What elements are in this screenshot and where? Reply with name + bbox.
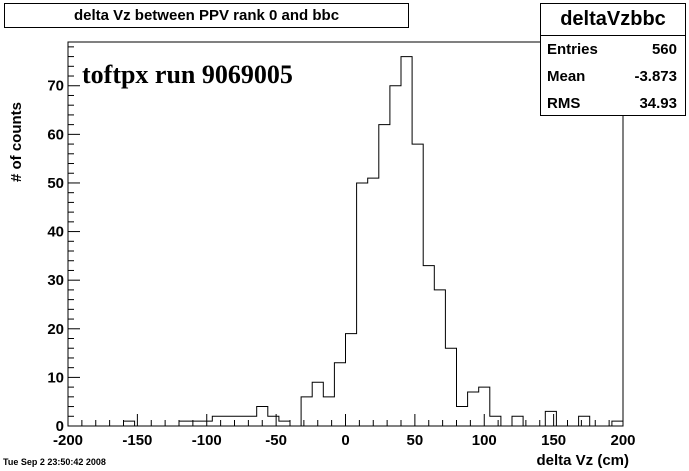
x-tick-label: -50 — [265, 432, 287, 449]
x-tick-label: 200 — [610, 432, 635, 449]
stat-row-rms: RMS 34.93 — [541, 90, 685, 117]
y-tick-label: 40 — [47, 224, 64, 241]
axis-tick-labels: -200 -150 -100 -50 0 50 100 150 200 0 10 20 30 40 50 60… — [47, 78, 635, 449]
y-tick-label: 70 — [47, 78, 64, 95]
y-tick-label: 60 — [47, 126, 64, 143]
run-annotation: toftpx run 9069005 — [82, 60, 293, 89]
x-tick-label: -150 — [122, 432, 152, 449]
y-tick-label: 50 — [47, 175, 64, 192]
x-tick-label: -100 — [192, 432, 222, 449]
x-axis-label: delta Vz (cm) — [536, 452, 629, 469]
timestamp-footer: Tue Sep 2 23:50:42 2008 — [3, 457, 106, 467]
stat-label: RMS — [547, 95, 581, 112]
stat-value: -3.873 — [634, 68, 677, 85]
chart-title: delta Vz between PPV rank 0 and bbc — [4, 3, 409, 28]
stats-histogram-name: deltaVzbbc — [541, 4, 685, 36]
x-tick-label: -200 — [53, 432, 83, 449]
x-tick-label: 100 — [472, 432, 497, 449]
stat-label: Entries — [547, 41, 598, 58]
y-tick-label: 10 — [47, 369, 64, 386]
x-tick-label: 150 — [541, 432, 566, 449]
y-tick-label: 0 — [56, 418, 64, 435]
x-tick-label: 50 — [407, 432, 424, 449]
x-tick-label: 0 — [341, 432, 349, 449]
stat-value: 34.93 — [639, 95, 677, 112]
y-tick-label: 30 — [47, 272, 64, 289]
y-tick-label: 20 — [47, 321, 64, 338]
stat-row-entries: Entries 560 — [541, 36, 685, 63]
histogram-line — [68, 56, 624, 427]
stat-label: Mean — [547, 68, 586, 85]
stat-value: 560 — [651, 41, 677, 58]
stat-row-mean: Mean -3.873 — [541, 63, 685, 90]
stats-box: deltaVzbbc Entries 560 Mean -3.873 RMS 3… — [540, 3, 686, 116]
